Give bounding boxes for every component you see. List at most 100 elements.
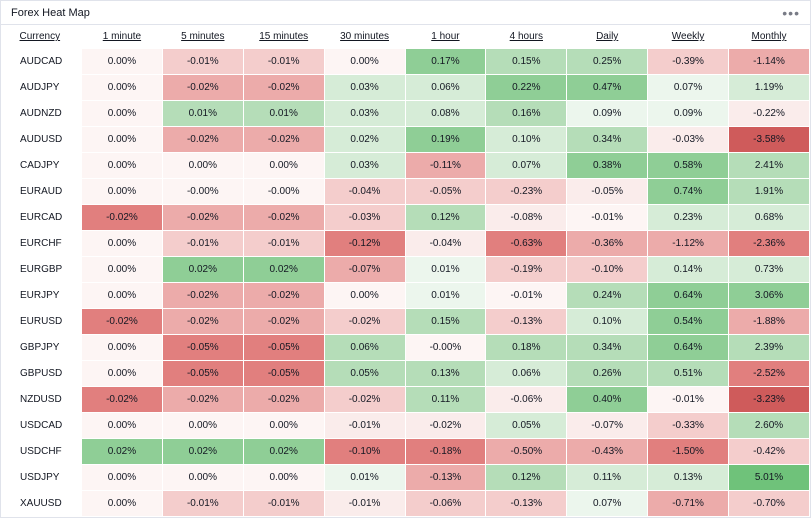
currency-pair-label[interactable]: USDJPY xyxy=(2,465,82,491)
heat-cell[interactable]: 0.00% xyxy=(82,49,163,75)
heat-cell[interactable]: 0.07% xyxy=(486,153,567,179)
heat-cell[interactable]: 0.00% xyxy=(82,465,163,491)
heat-cell[interactable]: -0.10% xyxy=(324,439,405,465)
heat-cell[interactable]: -0.01% xyxy=(162,491,243,517)
heat-cell[interactable]: -0.02% xyxy=(243,75,324,101)
heat-cell[interactable]: 0.64% xyxy=(648,335,729,361)
heat-cell[interactable]: -1.14% xyxy=(729,49,810,75)
heat-cell[interactable]: 0.06% xyxy=(405,75,486,101)
heat-cell[interactable]: -0.70% xyxy=(729,491,810,517)
heat-cell[interactable]: 0.06% xyxy=(324,335,405,361)
heat-cell[interactable]: 3.06% xyxy=(729,283,810,309)
currency-pair-label[interactable]: EURAUD xyxy=(2,179,82,205)
heat-cell[interactable]: 1.91% xyxy=(729,179,810,205)
heat-cell[interactable]: -0.02% xyxy=(243,127,324,153)
heat-cell[interactable]: 0.16% xyxy=(486,101,567,127)
heat-cell[interactable]: 0.00% xyxy=(82,231,163,257)
heat-cell[interactable]: 0.07% xyxy=(648,75,729,101)
heat-cell[interactable]: -2.36% xyxy=(729,231,810,257)
col-header-timeframe[interactable]: Daily xyxy=(567,25,648,49)
col-header-timeframe[interactable]: 4 hours xyxy=(486,25,567,49)
heat-cell[interactable]: -0.07% xyxy=(567,413,648,439)
heat-cell[interactable]: 0.12% xyxy=(486,465,567,491)
heat-cell[interactable]: 0.40% xyxy=(567,387,648,413)
heat-cell[interactable]: -2.52% xyxy=(729,361,810,387)
col-header-timeframe[interactable]: Monthly xyxy=(729,25,810,49)
col-header-timeframe[interactable]: 5 minutes xyxy=(162,25,243,49)
heat-cell[interactable]: -0.42% xyxy=(729,439,810,465)
heat-cell[interactable]: 0.03% xyxy=(324,101,405,127)
heat-cell[interactable]: -0.01% xyxy=(648,387,729,413)
heat-cell[interactable]: 0.10% xyxy=(567,309,648,335)
currency-pair-label[interactable]: EURJPY xyxy=(2,283,82,309)
heat-cell[interactable]: -0.07% xyxy=(324,257,405,283)
heat-cell[interactable]: -0.05% xyxy=(567,179,648,205)
heat-cell[interactable]: -0.02% xyxy=(82,205,163,231)
heat-cell[interactable]: 0.02% xyxy=(82,439,163,465)
heat-cell[interactable]: -3.58% xyxy=(729,127,810,153)
heat-cell[interactable]: 0.00% xyxy=(82,127,163,153)
heat-cell[interactable]: 0.10% xyxy=(486,127,567,153)
col-header-timeframe[interactable]: 15 minutes xyxy=(243,25,324,49)
heat-cell[interactable]: -0.05% xyxy=(243,361,324,387)
heat-cell[interactable]: 0.00% xyxy=(82,413,163,439)
heat-cell[interactable]: 0.15% xyxy=(486,49,567,75)
heat-cell[interactable]: 0.02% xyxy=(324,127,405,153)
heat-cell[interactable]: -0.00% xyxy=(405,335,486,361)
heat-cell[interactable]: -0.02% xyxy=(243,387,324,413)
currency-pair-label[interactable]: USDCHF xyxy=(2,439,82,465)
heat-cell[interactable]: 0.02% xyxy=(243,439,324,465)
currency-pair-label[interactable]: GBPUSD xyxy=(2,361,82,387)
currency-pair-label[interactable]: USDCAD xyxy=(2,413,82,439)
currency-pair-label[interactable]: AUDJPY xyxy=(2,75,82,101)
heat-cell[interactable]: 0.73% xyxy=(729,257,810,283)
heat-cell[interactable]: 0.22% xyxy=(486,75,567,101)
currency-pair-label[interactable]: EURCHF xyxy=(2,231,82,257)
heat-cell[interactable]: 0.00% xyxy=(82,283,163,309)
heat-cell[interactable]: -0.13% xyxy=(486,309,567,335)
heat-cell[interactable]: 0.58% xyxy=(648,153,729,179)
currency-pair-label[interactable]: CADJPY xyxy=(2,153,82,179)
heat-cell[interactable]: -0.13% xyxy=(405,465,486,491)
heat-cell[interactable]: -0.02% xyxy=(162,283,243,309)
heat-cell[interactable]: 0.00% xyxy=(82,361,163,387)
heat-cell[interactable]: 0.07% xyxy=(567,491,648,517)
heat-cell[interactable]: 0.00% xyxy=(324,283,405,309)
heat-cell[interactable]: -0.19% xyxy=(486,257,567,283)
heat-cell[interactable]: 0.00% xyxy=(82,335,163,361)
heat-cell[interactable]: -0.02% xyxy=(162,75,243,101)
heat-cell[interactable]: 0.01% xyxy=(162,101,243,127)
heat-cell[interactable]: -0.18% xyxy=(405,439,486,465)
heat-cell[interactable]: 2.60% xyxy=(729,413,810,439)
heat-cell[interactable]: 0.00% xyxy=(82,179,163,205)
heat-cell[interactable]: 0.25% xyxy=(567,49,648,75)
heat-cell[interactable]: -0.01% xyxy=(567,205,648,231)
heat-cell[interactable]: -0.43% xyxy=(567,439,648,465)
heat-cell[interactable]: 0.02% xyxy=(162,257,243,283)
currency-pair-label[interactable]: EURGBP xyxy=(2,257,82,283)
heat-cell[interactable]: -0.01% xyxy=(324,491,405,517)
heat-cell[interactable]: -0.12% xyxy=(324,231,405,257)
heat-cell[interactable]: 0.17% xyxy=(405,49,486,75)
heat-cell[interactable]: -1.88% xyxy=(729,309,810,335)
heat-cell[interactable]: 0.01% xyxy=(324,465,405,491)
heat-cell[interactable]: -0.02% xyxy=(243,283,324,309)
heat-cell[interactable]: 0.00% xyxy=(162,413,243,439)
heat-cell[interactable]: 0.18% xyxy=(486,335,567,361)
heat-cell[interactable]: -0.08% xyxy=(486,205,567,231)
currency-pair-label[interactable]: GBPJPY xyxy=(2,335,82,361)
heat-cell[interactable]: -0.01% xyxy=(162,49,243,75)
heat-cell[interactable]: 0.00% xyxy=(82,491,163,517)
heat-cell[interactable]: 0.09% xyxy=(567,101,648,127)
col-header-timeframe[interactable]: 1 minute xyxy=(82,25,163,49)
heat-cell[interactable]: -0.50% xyxy=(486,439,567,465)
heat-cell[interactable]: 0.00% xyxy=(243,465,324,491)
heat-cell[interactable]: 0.00% xyxy=(82,75,163,101)
heat-cell[interactable]: -0.33% xyxy=(648,413,729,439)
heat-cell[interactable]: -0.02% xyxy=(243,309,324,335)
heat-cell[interactable]: 0.02% xyxy=(162,439,243,465)
heat-cell[interactable]: -0.13% xyxy=(486,491,567,517)
heat-cell[interactable]: -0.63% xyxy=(486,231,567,257)
heat-cell[interactable]: 0.05% xyxy=(324,361,405,387)
heat-cell[interactable]: 0.00% xyxy=(162,153,243,179)
